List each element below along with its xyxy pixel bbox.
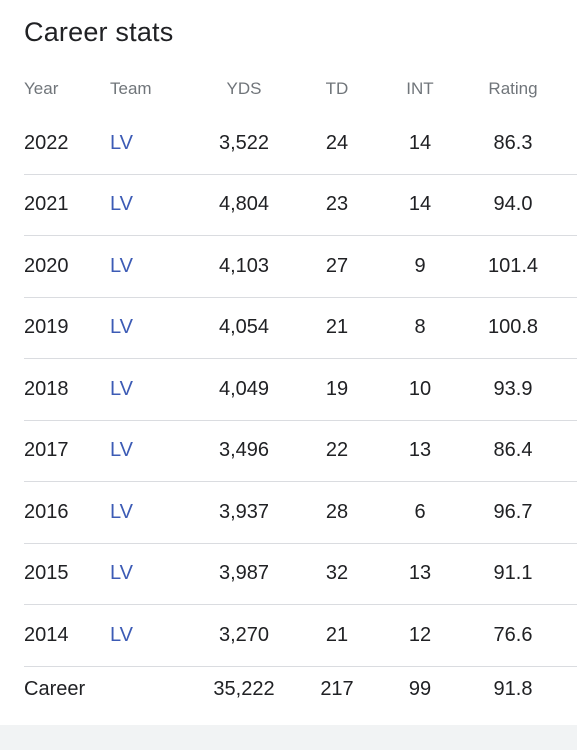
column-header-year: Year	[24, 79, 59, 98]
rating-cell: 96.7	[493, 500, 533, 523]
career-yds: 35,222	[213, 677, 275, 700]
table-row: 2021 LV 4,804 23 14 94.0	[24, 175, 577, 236]
column-header-int: INT	[406, 79, 434, 98]
int-cell: 14	[408, 131, 432, 154]
table-row: 2017 LV 3,496 22 13 86.4	[24, 421, 577, 482]
int-cell: 13	[408, 562, 432, 585]
td-cell: 32	[325, 562, 349, 585]
yds-cell: 3,987	[218, 562, 270, 585]
td-cell: 24	[325, 131, 349, 154]
year-cell: 2014	[24, 623, 69, 646]
yds-cell: 3,522	[218, 131, 270, 154]
rating-cell: 100.8	[487, 316, 539, 339]
year-cell: 2019	[24, 316, 69, 339]
yds-cell: 4,804	[218, 193, 270, 216]
table-row: 2018 LV 4,049 19 10 93.9	[24, 359, 577, 421]
int-cell: 10	[408, 377, 432, 400]
team-link[interactable]: LV	[110, 623, 133, 646]
yds-cell: 4,103	[218, 254, 270, 277]
team-link[interactable]: LV	[110, 500, 133, 523]
column-header-yds: YDS	[226, 79, 262, 98]
rating-cell: 93.9	[493, 377, 533, 400]
td-cell: 27	[325, 254, 349, 277]
career-td: 217	[320, 677, 354, 700]
career-int: 99	[408, 677, 432, 700]
year-cell: 2016	[24, 500, 69, 523]
td-cell: 19	[325, 377, 349, 400]
table-row: 2019 LV 4,054 21 8 100.8	[24, 298, 577, 359]
int-cell: 9	[414, 254, 426, 277]
team-link[interactable]: LV	[110, 131, 133, 154]
year-cell: 2022	[24, 131, 69, 154]
rating-cell: 76.6	[493, 623, 533, 646]
year-cell: 2020	[24, 254, 69, 277]
table-row: 2022 LV 3,522 24 14 86.3	[24, 113, 577, 175]
int-cell: 6	[414, 500, 426, 523]
team-link[interactable]: LV	[110, 377, 133, 400]
int-cell: 14	[408, 193, 432, 216]
int-cell: 8	[414, 316, 426, 339]
year-cell: 2021	[24, 193, 69, 216]
stats-table-body: 2022 LV 3,522 24 14 86.3 2021 LV 4,804 2…	[0, 113, 577, 667]
yds-cell: 4,049	[218, 377, 270, 400]
table-row: 2016 LV 3,937 28 6 96.7	[24, 482, 577, 544]
int-cell: 13	[408, 439, 432, 462]
yds-cell: 4,054	[218, 316, 270, 339]
team-link[interactable]: LV	[110, 254, 133, 277]
int-cell: 12	[408, 623, 432, 646]
rating-cell: 91.1	[493, 562, 533, 585]
column-header-td: TD	[325, 79, 349, 98]
td-cell: 21	[325, 316, 349, 339]
team-link[interactable]: LV	[110, 316, 133, 339]
yds-cell: 3,937	[218, 500, 270, 523]
table-header: Year Team YDS TD INT Rating	[0, 71, 577, 107]
page-title: Career stats	[24, 17, 174, 47]
team-link[interactable]: LV	[110, 193, 133, 216]
td-cell: 28	[325, 500, 349, 523]
rating-cell: 86.3	[493, 131, 533, 154]
career-rating: 91.8	[493, 677, 533, 700]
rating-cell: 101.4	[487, 254, 539, 277]
td-cell: 23	[325, 193, 349, 216]
table-row: 2015 LV 3,987 32 13 91.1	[24, 544, 577, 605]
career-label: Career	[24, 677, 86, 700]
column-header-team: Team	[110, 79, 152, 98]
team-link[interactable]: LV	[110, 562, 133, 585]
team-link[interactable]: LV	[110, 439, 133, 462]
rating-cell: 94.0	[493, 193, 533, 216]
year-cell: 2018	[24, 377, 69, 400]
table-row: 2014 LV 3,270 21 12 76.6	[24, 605, 577, 667]
td-cell: 22	[325, 439, 349, 462]
td-cell: 21	[325, 623, 349, 646]
yds-cell: 3,496	[218, 439, 270, 462]
career-totals-row: Career 35,222 217 99 91.8	[24, 659, 577, 719]
bottom-divider-band	[0, 725, 577, 750]
year-cell: 2017	[24, 439, 69, 462]
table-row: 2020 LV 4,103 27 9 101.4	[24, 236, 577, 298]
year-cell: 2015	[24, 562, 69, 585]
column-header-rating: Rating	[488, 79, 538, 98]
rating-cell: 86.4	[493, 439, 533, 462]
yds-cell: 3,270	[218, 623, 270, 646]
